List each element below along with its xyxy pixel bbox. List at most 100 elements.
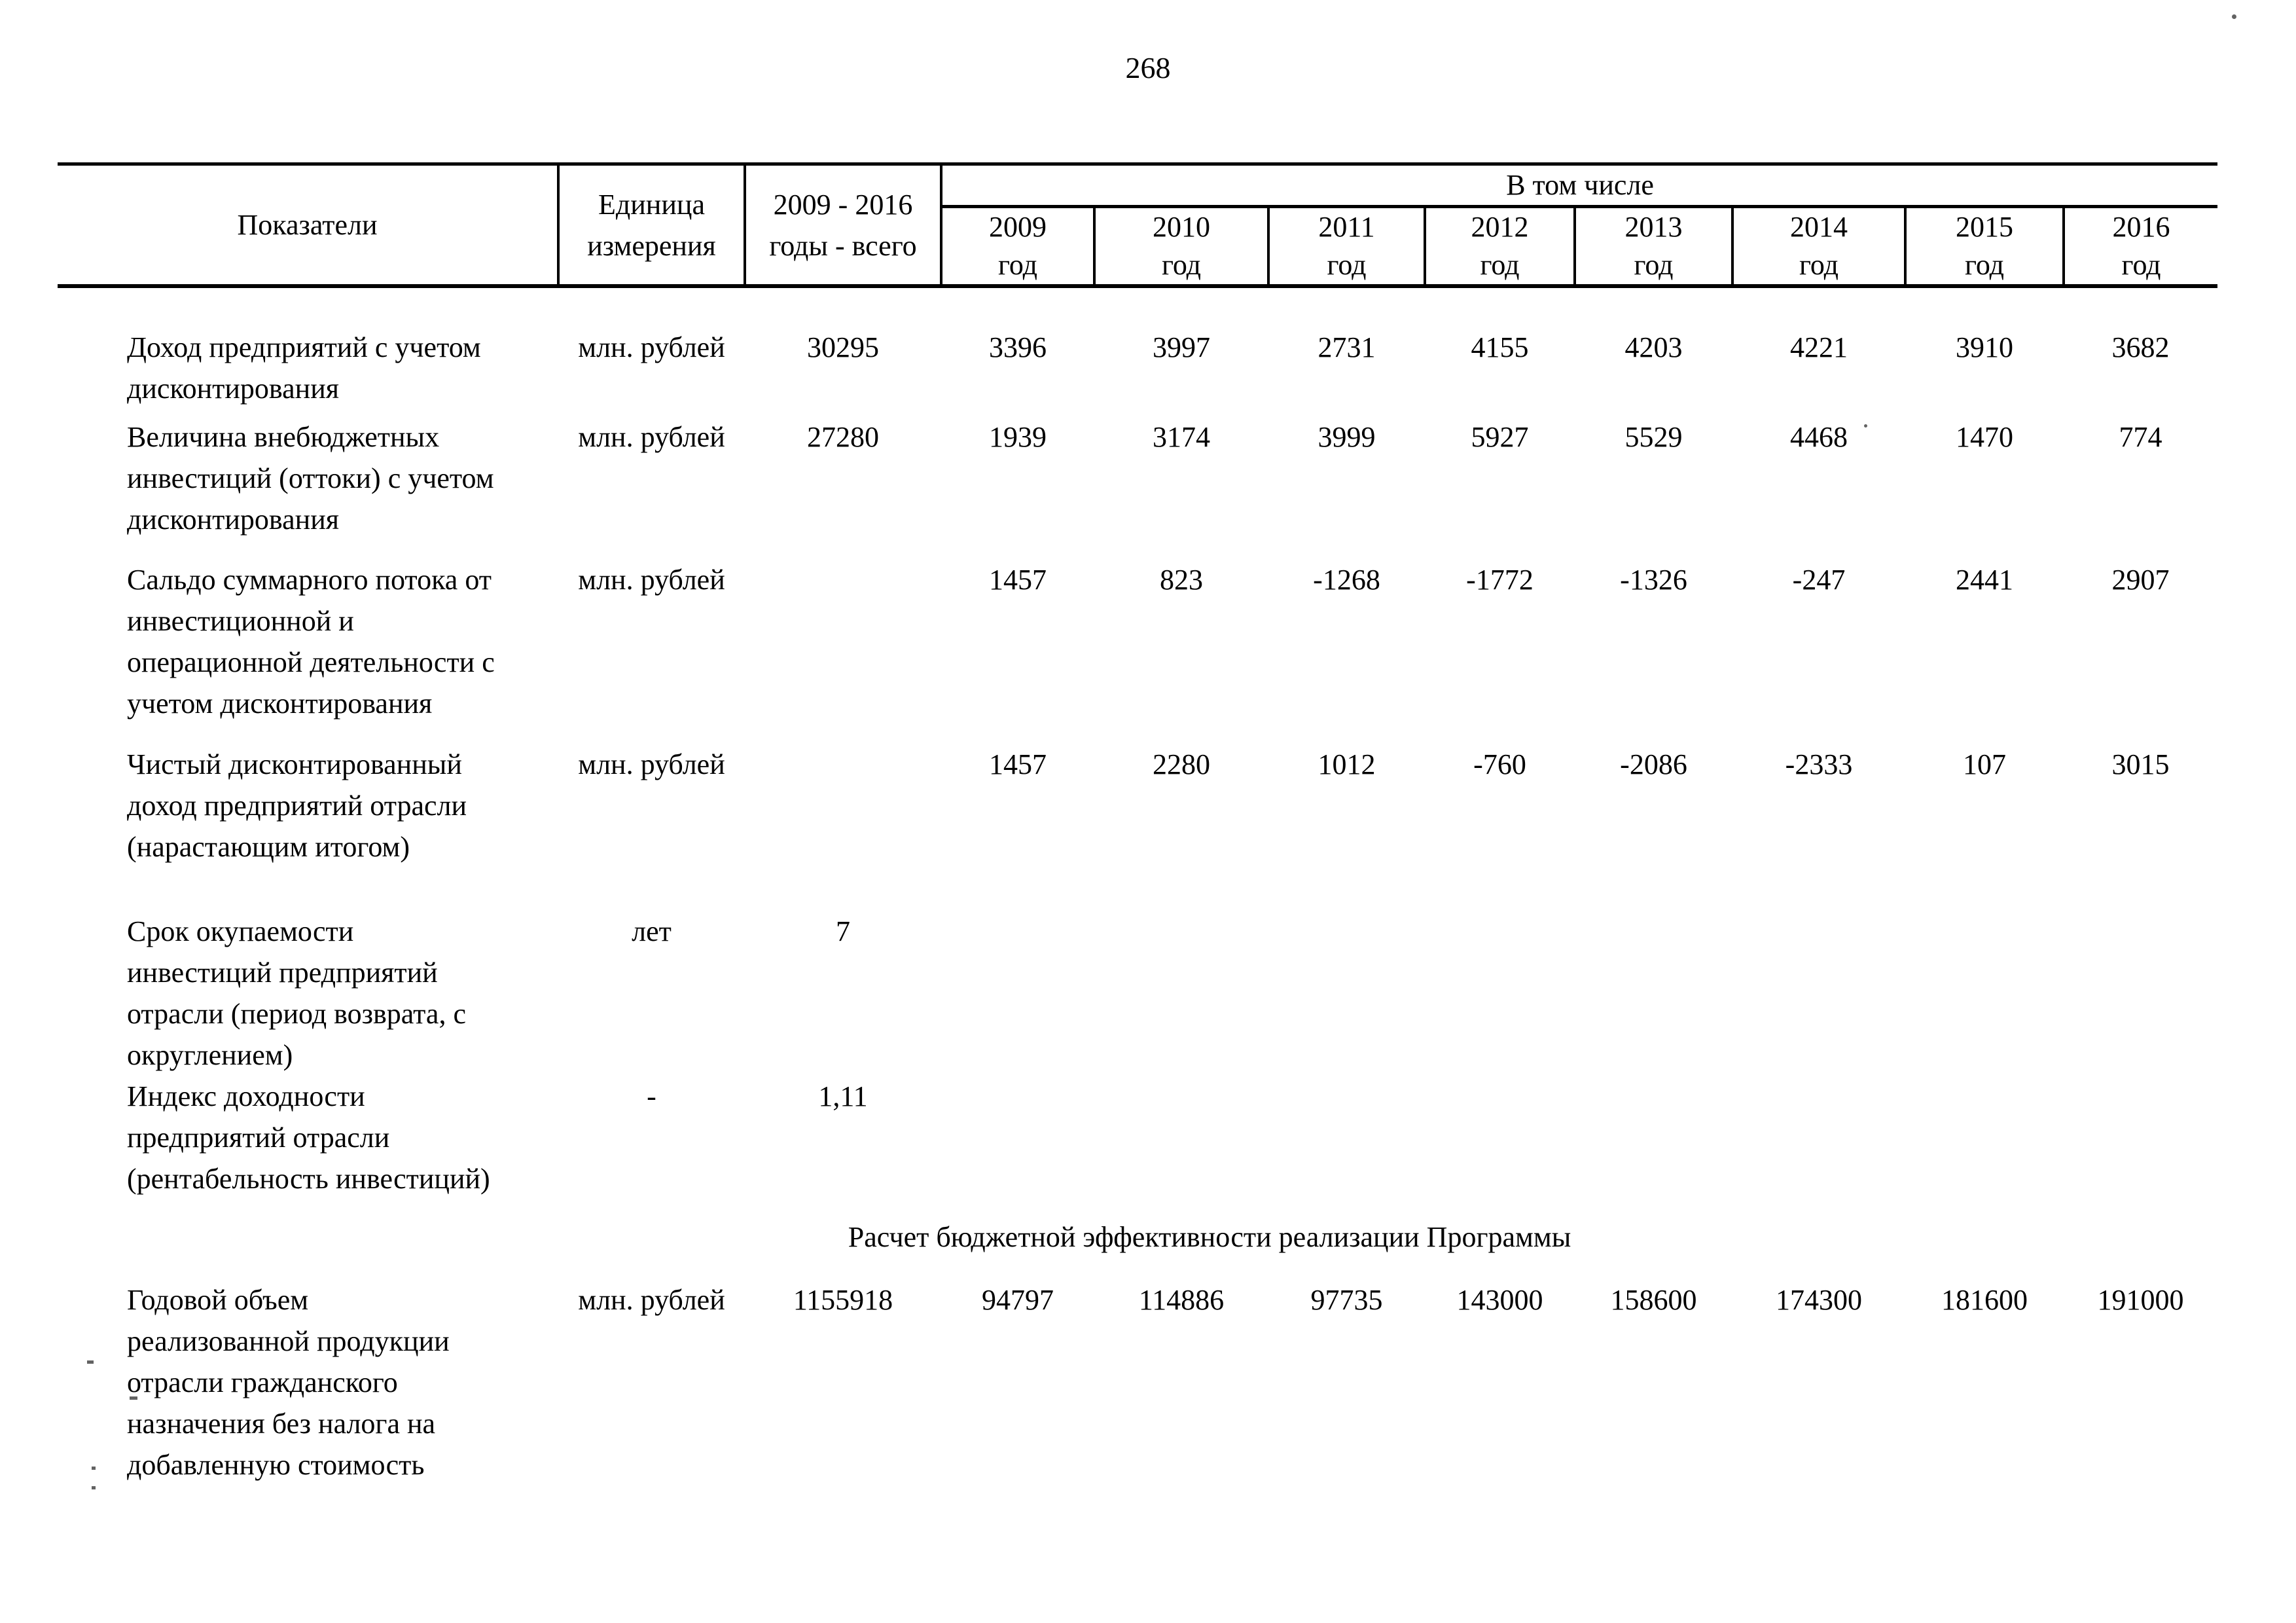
total-cell: 1,11	[818, 1080, 868, 1112]
year-value-cell: 2907	[2111, 564, 2170, 596]
header-year-2014: 2014 год	[1732, 206, 1907, 288]
year-value-cell: -760	[1473, 748, 1526, 780]
year-value-cell: 3682	[2111, 331, 2170, 363]
header-row-top: Показатели Единица измерения 2009 - 2016…	[58, 162, 2218, 288]
year-value-cell: 3997	[1153, 331, 1210, 363]
year-value-cell: 2441	[1956, 564, 2013, 596]
header-year-2009: 2009 год	[941, 206, 1096, 288]
year-value-cell: -247	[1792, 564, 1846, 596]
header-indicators: Показатели	[58, 162, 560, 288]
header-years-row: 2009 год 2010 год 2011 год 2012 год 2013 год 2014 г…	[58, 206, 2218, 288]
unit-cell: млн. рублей	[578, 748, 725, 780]
year-value-cell: 3174	[1153, 421, 1210, 453]
total-cell: 1155918	[793, 1284, 893, 1316]
year-value-cell: 774	[2119, 421, 2162, 453]
year-value-cell	[2064, 911, 2217, 1076]
year-value-cell	[1268, 1076, 1425, 1216]
unit-cell: млн. рублей	[578, 421, 725, 453]
header-total: 2009 - 2016 годы - всего	[745, 162, 942, 288]
header-year-2013: 2013 год	[1575, 206, 1734, 288]
year-value-cell: 2280	[1153, 748, 1210, 780]
year-value-cell: -2333	[1785, 748, 1853, 780]
year-value-cell: 1457	[989, 564, 1047, 596]
year-value-cell	[1268, 911, 1425, 1076]
year-value-cell: 1457	[989, 748, 1047, 780]
table-row: Срок окупаемости инвестиций предприятий …	[58, 911, 2217, 1076]
year-value-cell: 1939	[989, 421, 1047, 453]
year-value-cell	[1575, 1076, 1732, 1216]
year-value-cell: 97735	[1310, 1284, 1383, 1316]
year-value-cell: 114886	[1138, 1284, 1225, 1316]
year-value-cell	[1905, 1076, 2064, 1216]
table-row: Сальдо суммарного потока от инвестиционн…	[58, 559, 2217, 744]
year-value-cell	[1575, 911, 1732, 1076]
header-unit: Единица измерения	[558, 162, 746, 288]
table-row: Доход предприятий с учетом дисконтирован…	[58, 286, 2217, 416]
year-value-cell: 107	[1963, 748, 2006, 780]
year-value-cell: 3396	[989, 331, 1047, 363]
unit-cell: -	[647, 1080, 656, 1112]
year-value-cell	[941, 911, 1094, 1076]
page-number: 268	[1125, 51, 1171, 84]
indicator-cell: Доход предприятий с учетом дисконтирован…	[127, 331, 481, 405]
header-included: В том числе	[941, 162, 2218, 208]
indicator-cell: Чистый дисконтированный доход предприяти…	[127, 748, 467, 863]
indicator-cell: Срок окупаемости инвестиций предприятий …	[127, 915, 466, 1071]
year-value-cell: 3999	[1318, 421, 1376, 453]
indicator-cell: Индекс доходности предприятий отрасли (р…	[127, 1080, 490, 1195]
year-value-cell	[1732, 1076, 1905, 1216]
unit-cell: млн. рублей	[578, 331, 725, 363]
scan-artifact	[87, 1360, 94, 1364]
section-heading-row: Расчет бюджетной эффективности реализаци…	[58, 1216, 2217, 1279]
year-value-cell: 2731	[1318, 331, 1376, 363]
year-value-cell: 158600	[1610, 1284, 1697, 1316]
table-row: Индекс доходности предприятий отрасли (р…	[58, 1076, 2217, 1216]
year-value-cell: 823	[1160, 564, 1203, 596]
total-cell	[745, 559, 941, 744]
year-value-cell	[1425, 911, 1575, 1076]
year-value-cell	[1094, 1076, 1268, 1216]
header-year-2015: 2015 год	[1905, 206, 2065, 288]
table-body: Доход предприятий с учетом дисконтирован…	[58, 286, 2217, 1495]
year-value-cell	[1732, 911, 1905, 1076]
scan-artifact	[1864, 424, 1867, 428]
indicator-cell: Величина внебюджетных инвестиций (оттоки…	[127, 421, 494, 536]
table-row: Годовой объем реализованной продукции от…	[58, 1279, 2217, 1495]
year-value-cell: 4221	[1790, 331, 1848, 363]
indicator-cell: Сальдо суммарного потока от инвестиционн…	[127, 564, 495, 720]
year-value-cell	[1905, 911, 2064, 1076]
scan-artifact	[130, 1396, 137, 1400]
scan-artifact	[2232, 14, 2236, 19]
year-value-cell: 181600	[1941, 1284, 2028, 1316]
year-value-cell: -1326	[1620, 564, 1687, 596]
table-header: Показатели Единица измерения 2009 - 2016…	[58, 162, 2218, 288]
year-value-cell: 4203	[1624, 331, 1683, 363]
scan-artifact	[92, 1467, 96, 1470]
year-value-cell: 5927	[1471, 421, 1529, 453]
year-value-cell: 5529	[1624, 421, 1683, 453]
total-cell: 7	[836, 915, 850, 947]
unit-cell: лет	[632, 915, 672, 947]
year-value-cell: -2086	[1620, 748, 1687, 780]
unit-cell: млн. рублей	[578, 564, 725, 596]
year-value-cell	[941, 1076, 1094, 1216]
year-value-cell: 3910	[1956, 331, 2013, 363]
year-value-cell: 143000	[1456, 1284, 1543, 1316]
year-value-cell: 1470	[1956, 421, 2013, 453]
year-value-cell: 94797	[982, 1284, 1054, 1316]
year-value-cell: 191000	[2097, 1284, 2184, 1316]
year-value-cell	[2064, 1076, 2217, 1216]
header-year-2016: 2016 год	[2064, 206, 2218, 288]
header-year-2010: 2010 год	[1094, 206, 1270, 288]
unit-cell: млн. рублей	[578, 1284, 725, 1316]
header-year-2012: 2012 год	[1425, 206, 1576, 288]
year-value-cell	[1425, 1076, 1575, 1216]
year-value-cell: 1012	[1318, 748, 1376, 780]
scan-artifact	[92, 1486, 96, 1489]
total-cell	[745, 744, 941, 911]
year-value-cell: 3015	[2111, 748, 2170, 780]
year-value-cell: -1268	[1313, 564, 1380, 596]
total-cell: 30295	[807, 331, 879, 363]
section-heading: Расчет бюджетной эффективности реализаци…	[848, 1221, 1571, 1253]
